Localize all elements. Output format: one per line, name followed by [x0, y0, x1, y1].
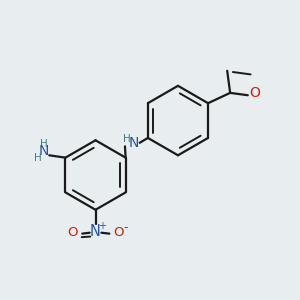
Text: N: N [38, 144, 49, 158]
Text: N: N [129, 136, 139, 150]
Text: +: + [98, 221, 106, 231]
Text: O: O [68, 226, 78, 239]
Text: -: - [123, 221, 127, 234]
Text: H: H [40, 139, 48, 148]
Text: N: N [90, 224, 101, 239]
Text: O: O [249, 86, 260, 100]
Text: O: O [113, 226, 124, 239]
Text: H: H [34, 153, 41, 163]
Text: H: H [123, 134, 131, 144]
